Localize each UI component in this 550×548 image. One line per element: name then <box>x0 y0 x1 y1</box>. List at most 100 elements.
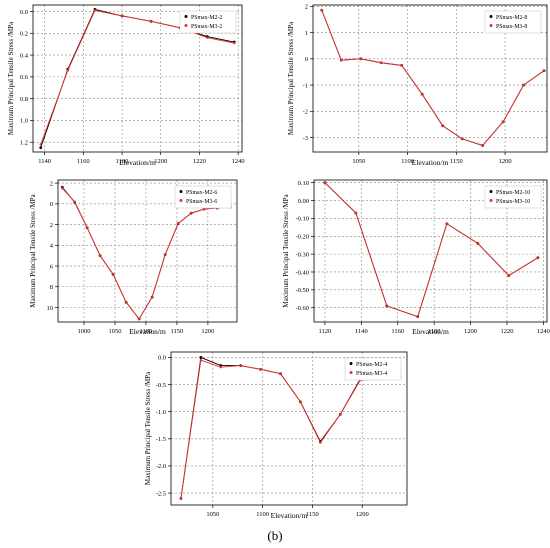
legend-label: PSmax-M2-8 <box>496 15 527 21</box>
y-tick-label: 0 <box>50 201 53 208</box>
y-tick-label: -0.60 <box>295 305 309 312</box>
legend-box <box>484 10 542 34</box>
data-point <box>416 315 419 318</box>
y-tick-label: 0 <box>305 56 308 63</box>
legend-marker <box>489 24 493 27</box>
series-line-2 <box>40 9 235 145</box>
legend-label: PSmax-M3-6 <box>186 199 217 205</box>
y-tick-label: 10 <box>47 305 54 312</box>
series-line-2 <box>321 10 545 146</box>
data-point <box>93 9 97 12</box>
x-tick-label: 1160 <box>391 328 404 335</box>
data-point <box>385 304 389 308</box>
data-point <box>233 41 236 45</box>
x-tick-label: 1180 <box>428 328 441 335</box>
legend-marker <box>489 199 493 202</box>
data-point <box>39 143 42 146</box>
data-point <box>199 356 203 359</box>
x-tick-label: 1240 <box>232 158 245 165</box>
x-tick-label: 1200 <box>201 328 214 335</box>
x-tick-label: 1200 <box>499 158 512 165</box>
data-point <box>299 400 302 404</box>
legend-label: PSmax-M2-6 <box>186 190 217 196</box>
y-tick-label: -2 <box>303 109 308 116</box>
data-point <box>259 368 262 371</box>
figure-caption: (b) <box>267 528 283 543</box>
plot-frame <box>32 4 243 153</box>
y-tick-label: -3 <box>303 135 308 142</box>
x-tick-label: 1050 <box>108 328 121 335</box>
legend-label: PSmax-M2-2 <box>191 15 222 21</box>
data-point <box>536 256 540 259</box>
x-tick-label: 1140 <box>355 328 368 335</box>
data-point <box>202 207 206 211</box>
data-point <box>460 137 464 141</box>
legend-marker <box>179 190 183 193</box>
x-tick-label: 1200 <box>154 158 167 165</box>
x-tick-label: 1220 <box>193 158 206 165</box>
data-point <box>149 20 153 23</box>
y-tick-label: 4 <box>50 243 54 250</box>
y-tick-label: -0.30 <box>295 251 309 258</box>
x-tick-label: 1160 <box>77 158 90 165</box>
x-tick-label: 1150 <box>306 511 319 518</box>
data-point <box>205 36 209 39</box>
x-tick-label: 1150 <box>171 328 184 335</box>
plot-frame <box>170 351 408 506</box>
y-tick-label: 0.0 <box>158 355 166 362</box>
legend-marker <box>179 199 183 202</box>
data-point <box>542 69 546 72</box>
x-tick-label: 1100 <box>140 328 153 335</box>
y-tick-label: 2 <box>305 4 308 11</box>
x-tick-label: 1100 <box>401 158 414 165</box>
y-tick-label: 8 <box>50 284 53 291</box>
data-point <box>219 365 222 369</box>
y-tick-label: 1.0 <box>20 118 28 125</box>
data-point <box>421 93 424 96</box>
legend-marker <box>489 190 493 193</box>
x-tick-label: 1240 <box>537 328 550 335</box>
chart-panel-1: 1140 1160 1180 1200 1220 1240 0.0 0.2 0.4 0.6 0.8 1… <box>7 4 245 167</box>
y-tick-label: 0.8 <box>20 96 28 103</box>
chart-panel-5: 1050 1100 1150 1200 -2.5 -2.0 -1.5 -1.0 -0.5 0.0 E… <box>144 351 408 520</box>
data-point <box>507 274 510 277</box>
data-point <box>339 413 342 416</box>
data-point <box>323 181 327 184</box>
x-tick-label: 1200 <box>356 511 369 518</box>
y-tick-label: -0.40 <box>295 269 309 276</box>
x-tick-label: 1050 <box>352 158 365 165</box>
x-tick-label: 1100 <box>256 511 269 518</box>
y-tick-label: -1.0 <box>156 409 166 416</box>
data-point <box>359 57 362 61</box>
data-point <box>39 146 43 150</box>
x-tick-label: 1220 <box>500 328 513 335</box>
data-point <box>189 211 193 215</box>
y-tick-label: 1.2 <box>20 140 28 147</box>
data-point <box>354 211 358 215</box>
data-point <box>176 222 180 225</box>
y-tick-label: 0.2 <box>20 31 28 38</box>
legend-label: PSmax-M3-4 <box>356 371 387 377</box>
y-tick-label: -0.20 <box>295 234 309 241</box>
x-tick-label: 1050 <box>206 511 219 518</box>
data-point <box>400 64 403 67</box>
legend-label: PSmax-M2-4 <box>356 362 387 368</box>
y-tick-label: -1.5 <box>156 436 166 443</box>
data-point <box>319 441 322 444</box>
plot-frame <box>57 179 238 323</box>
y-tick-label: 6 <box>50 263 54 270</box>
x-axis-label: Elevation/m <box>412 327 449 336</box>
y-axis-label: Maximum Principal Tensile Stress /MPa <box>144 371 152 485</box>
legend-label: PSmax-M3-8 <box>496 24 527 30</box>
x-tick-label: 1180 <box>116 158 129 165</box>
legend-marker <box>184 24 188 27</box>
data-point <box>66 69 70 72</box>
chart-panel-3: 1000 1050 1100 1150 1200 10 8 6 4 2 0 2 Elevation/m M… <box>29 179 238 336</box>
plot-frame <box>313 179 548 323</box>
y-tick-label: 0.0 <box>20 9 28 16</box>
y-tick-label: -2.0 <box>156 463 166 470</box>
data-point <box>340 58 343 62</box>
legend-box <box>484 185 542 209</box>
legend-box <box>179 10 237 34</box>
